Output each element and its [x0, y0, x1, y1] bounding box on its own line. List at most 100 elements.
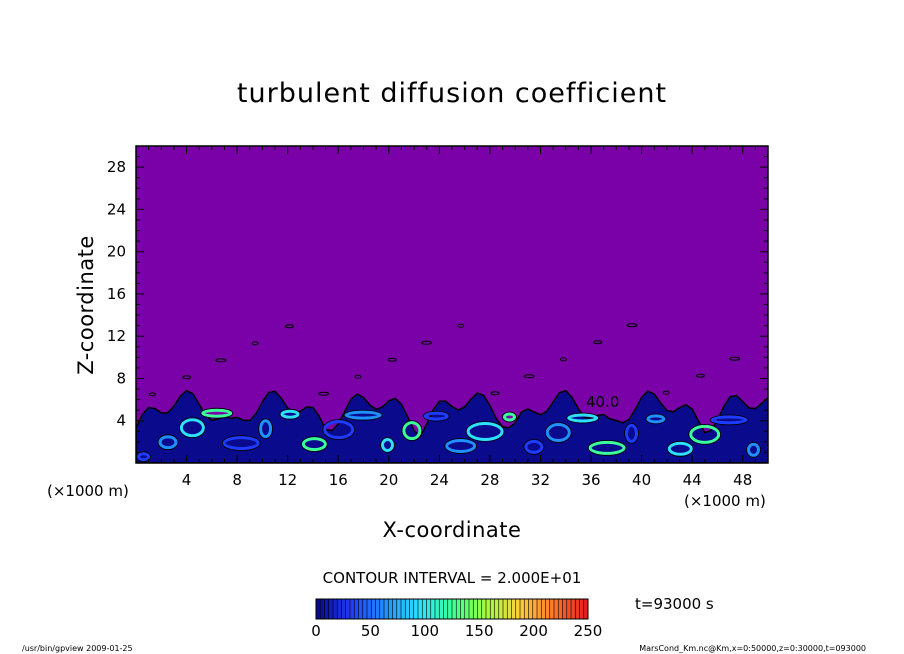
turbulence-contour — [344, 410, 382, 420]
colorbar-segment — [571, 599, 576, 619]
turbulent-layer — [136, 323, 768, 463]
turbulence-contour — [503, 412, 516, 422]
turbulence-contour-line — [380, 437, 395, 453]
turbulence-patch — [662, 390, 670, 395]
colorbar-segment — [435, 599, 440, 619]
x-axis-ticks: 4 8 12 16 20 24 28 32 36 40 44 48 — [148, 146, 756, 489]
colorbar-segment — [345, 599, 351, 619]
y-tick-label: 20 — [107, 243, 126, 261]
turbulence-contour-line — [200, 407, 234, 419]
colorbar-segment — [447, 599, 453, 619]
turbulence-contour-line — [300, 436, 328, 453]
turbulence-contour-line — [465, 421, 505, 442]
colorbar-segment — [524, 599, 529, 619]
turbulence-contour-line — [322, 419, 356, 441]
turbulence-contour-line — [645, 413, 667, 425]
x-tick-label: 28 — [480, 471, 499, 489]
turbulence-patch — [251, 341, 259, 346]
colorbar-segment — [486, 599, 491, 619]
turbulence-patch — [560, 357, 567, 362]
turbulence-patch — [490, 391, 500, 396]
colorbar-segment — [337, 599, 342, 619]
colorbar-segment — [316, 599, 321, 619]
turbulence-patch — [182, 375, 192, 380]
y-axis-label: Z-coordinate — [74, 235, 98, 375]
colorbar-segment — [328, 599, 334, 619]
turbulence-contour — [137, 452, 151, 462]
colorbar-segment — [439, 599, 444, 619]
colorbar-frame — [315, 598, 589, 620]
colorbar-segment — [562, 599, 568, 619]
turbulence-contour-line — [157, 434, 179, 451]
colorbar-segment — [520, 599, 525, 619]
x-tick-label: 24 — [430, 471, 449, 489]
colorbar-segment — [579, 599, 585, 619]
turbulence-patch — [593, 340, 603, 345]
turbulence-contour — [567, 413, 599, 423]
x-tick-label: 20 — [379, 471, 398, 489]
colorbar-segment — [350, 599, 355, 619]
colorbar-tick-label: 250 — [574, 622, 603, 640]
colorbar-segment — [481, 599, 487, 619]
x-tick-label: 44 — [683, 471, 702, 489]
colorbar-segment — [528, 599, 534, 619]
turbulence-contour — [710, 415, 748, 425]
turbulence-patch — [626, 323, 638, 328]
colorbar-segment — [405, 599, 410, 619]
turbulence-contour — [423, 411, 449, 421]
colorbar-segment — [537, 599, 542, 619]
turbulence-contour-line — [544, 422, 572, 443]
turbulence-patch — [318, 391, 330, 396]
turbulence-patch — [387, 357, 397, 362]
turbulence-contour — [646, 414, 666, 424]
turbulence-patch — [148, 392, 156, 397]
turbulence-contour-line — [523, 438, 545, 455]
turbulence-contour — [259, 419, 273, 439]
colorbar-segment — [367, 599, 372, 619]
contour-interval-label: CONTOUR INTERVAL = 2.000E+01 — [323, 569, 582, 587]
x-tick-label: 12 — [278, 471, 297, 489]
colorbar-segment — [464, 599, 470, 619]
turbulence-patch — [215, 358, 227, 363]
turbulence-contour — [747, 442, 760, 457]
turbulence-contour-line — [688, 423, 722, 445]
colorbar-segment — [320, 599, 325, 619]
x-tick-label: 4 — [182, 471, 192, 489]
colorbar-tick-label: 50 — [361, 622, 380, 640]
colorbar-segment — [511, 599, 517, 619]
turbulence-contour — [545, 423, 571, 442]
colorbar-segment — [422, 599, 427, 619]
y-tick-label: 8 — [116, 369, 126, 387]
turbulence-patch — [421, 340, 432, 345]
colorbar-segment — [503, 599, 508, 619]
turbulence-contour-line — [178, 417, 206, 439]
turbulence-contour-line — [587, 439, 627, 456]
turbulence-contour — [588, 440, 626, 455]
turbulence-contour-line — [279, 408, 301, 420]
colorbar-segment — [490, 599, 495, 619]
turbulence-contour-line — [343, 409, 383, 421]
colorbar-segment — [507, 599, 512, 619]
turbulence-contour — [301, 437, 327, 452]
colorbar-segment — [379, 599, 385, 619]
z-unit-label: (×1000 m) — [47, 482, 129, 500]
colorbar-segment — [426, 599, 432, 619]
colorbar-tick-label: 0 — [311, 622, 321, 640]
x-tick-label: 48 — [733, 471, 752, 489]
colorbar-segment — [401, 599, 406, 619]
y-tick-label: 24 — [107, 200, 126, 218]
x-tick-label: 36 — [581, 471, 600, 489]
turbulence-contour — [667, 441, 693, 456]
colorbar-segment — [333, 599, 338, 619]
colorbar-segment — [549, 599, 555, 619]
time-label: t=93000 s — [635, 595, 714, 613]
colorbar-segment — [388, 599, 393, 619]
turbulence-contour — [179, 418, 205, 438]
colorbar-segment — [554, 599, 559, 619]
y-tick-label: 16 — [107, 285, 126, 303]
colorbar-segment — [498, 599, 504, 619]
colorbar-segment — [358, 599, 364, 619]
colorbar-segment — [460, 599, 466, 619]
colorbar-segment — [532, 599, 538, 619]
